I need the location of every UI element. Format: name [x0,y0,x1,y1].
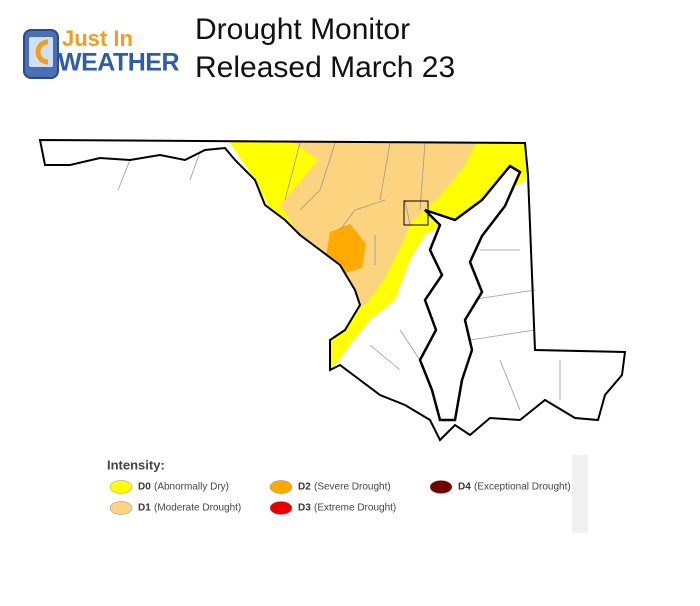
legend-code: D3 [298,503,311,514]
legend-title: Intensity: [107,457,165,472]
legend-swatch [429,480,453,494]
drought-area [280,140,478,312]
chesapeake-bay [418,164,522,422]
logo-text: WEATHER [58,49,179,77]
legend-edge [572,455,588,533]
city-outline [403,200,429,226]
legend: Intensity: D0 (Abnormally Dry)D1 (Moderate… [100,455,588,533]
legend-code: D0 [138,482,151,493]
logo-text: Just In [62,26,133,51]
legend-code: D2 [298,482,311,493]
legend-swatch [109,501,133,515]
logo-screen [29,37,53,67]
legend-swatch [269,480,293,494]
subtitle: Released March 23 [195,51,455,84]
county-lines [117,142,561,411]
legend-label: (Moderate Drought) [154,503,241,514]
legend-label: (Abnormally Dry) [154,482,229,493]
legend-label: (Extreme Drought) [314,503,396,514]
legend-swatch [269,501,293,515]
legend-code: D4 [458,482,471,493]
state-outline [38,138,627,442]
title: Drought Monitor [195,13,410,46]
legend-swatch [109,480,133,494]
logo-swirl [35,39,49,65]
logo: Just In WEATHER [23,26,180,79]
legend-label: (Severe Drought) [314,482,391,493]
legend-box [100,455,588,533]
legend-label: (Exceptional Drought) [474,482,571,493]
legend-code: D1 [138,503,151,514]
map [38,138,627,442]
